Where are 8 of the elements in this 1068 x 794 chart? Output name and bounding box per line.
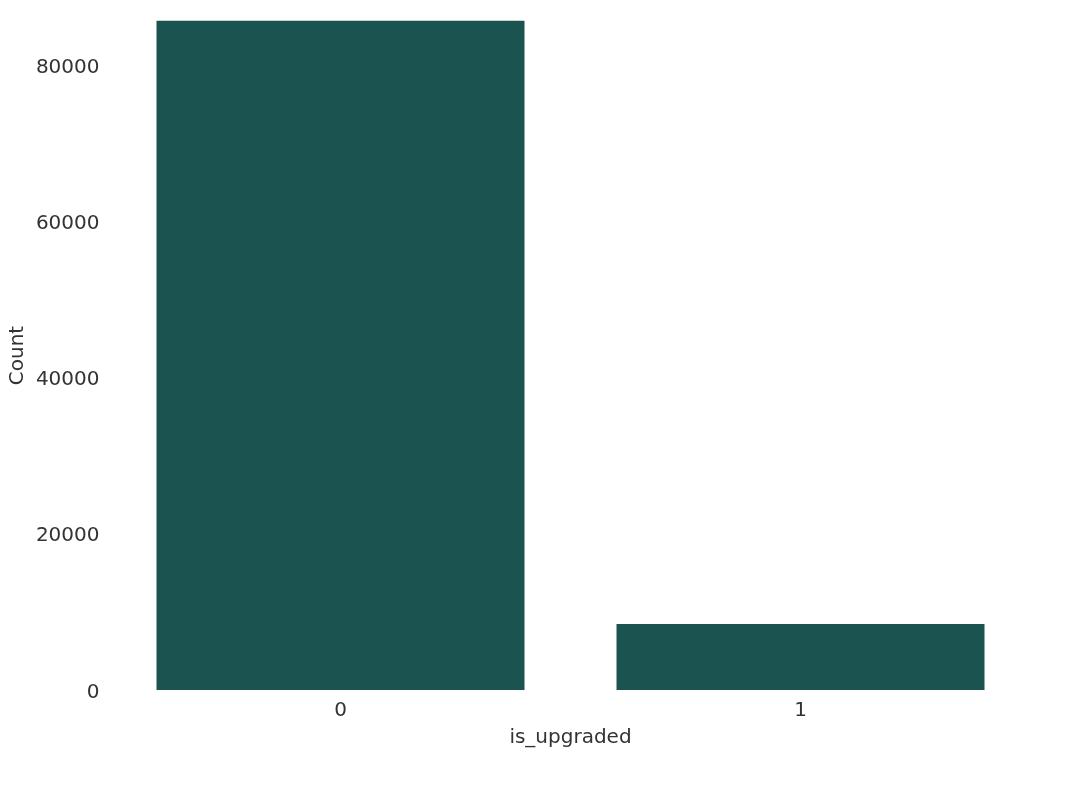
y-tick-label: 40000: [35, 366, 100, 391]
y-tick-label: 20000: [35, 522, 100, 547]
y-tick-label: 0: [86, 678, 100, 703]
y-tick-label: 80000: [35, 53, 100, 78]
y-tick-label: 60000: [35, 209, 100, 234]
y-axis-title: Count: [3, 325, 28, 386]
x-axis-title: is_upgraded: [509, 723, 632, 748]
x-tick-label: 1: [794, 696, 807, 721]
